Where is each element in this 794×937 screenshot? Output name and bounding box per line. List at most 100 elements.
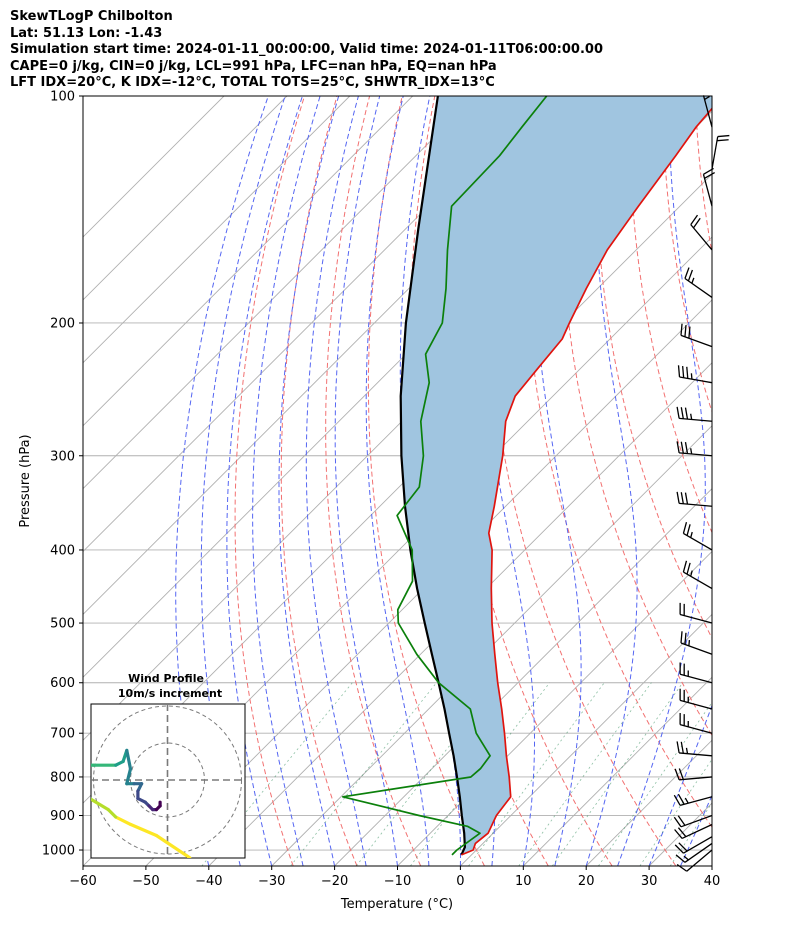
wind-barb	[679, 602, 713, 624]
x-tick-label: −30	[258, 874, 285, 889]
wind-barb	[676, 849, 713, 872]
dry-adiabat	[629, 96, 712, 534]
mixing-ratio-line	[290, 682, 437, 866]
moist-adiabat	[711, 864, 712, 866]
hodograph-segment	[125, 748, 133, 771]
hodograph-segment	[75, 765, 79, 780]
moist-adiabat	[648, 704, 712, 866]
wind-barb	[702, 167, 715, 207]
wind-barb	[702, 95, 713, 128]
isotherm-line	[83, 96, 351, 364]
indices-line-1: CAPE=0 j/kg, CIN=0 j/kg, LCL=991 hPa, LF…	[10, 58, 497, 74]
mixing-ratio-line	[669, 802, 712, 866]
y-tick-label: 500	[50, 617, 75, 632]
time-line: Simulation start time: 2024-01-11_00:00:…	[10, 42, 603, 57]
wind-barb	[674, 836, 713, 854]
wind-barb	[682, 560, 713, 590]
hodograph-segment	[154, 833, 192, 858]
dewpoint-line	[341, 96, 548, 856]
isotherm-line	[271, 425, 712, 866]
moist-adiabat	[278, 96, 340, 866]
wind-barb	[682, 522, 713, 551]
x-tick-label: −40	[195, 874, 222, 889]
mixing-ratio-line	[598, 701, 712, 866]
y-tick-label: 1000	[42, 844, 75, 859]
isotherm-line	[522, 676, 712, 866]
chart-header: SkewTLogP Chilbolton Lat: 51.13 Lon: -1.…	[10, 9, 603, 92]
x-tick-label: 20	[578, 874, 595, 889]
cin-shading	[400, 96, 712, 855]
hodograph-segment	[91, 797, 110, 812]
x-tick-label: 10	[515, 874, 532, 889]
wind-barb	[680, 631, 713, 655]
isotherm-line	[83, 96, 225, 238]
dry-adiabat	[280, 96, 358, 866]
dry-adiabat	[325, 96, 422, 866]
wind-barb	[690, 214, 713, 251]
moist-adiabat	[365, 96, 430, 866]
wind-barb	[677, 365, 713, 384]
y-tick-label: 100	[50, 90, 75, 105]
y-axis: 1000 900 800 700 600 500 400 300 200 100	[42, 90, 83, 859]
wind-barb	[675, 842, 713, 863]
wind-barb	[674, 823, 713, 840]
indices-line-2: LFT IDX=20°C, K IDX=-12°C, TOTAL TOTS=25…	[10, 75, 495, 90]
isotherm-line	[648, 802, 712, 866]
cape-cin-fill	[400, 96, 712, 855]
wind-barb	[676, 491, 713, 507]
wind-barb	[676, 406, 713, 422]
y-tick-label: 700	[50, 727, 75, 742]
moist-adiabat	[617, 96, 706, 866]
y-tick-label: 800	[50, 770, 75, 785]
x-tick-label: 30	[641, 874, 658, 889]
dry-adiabat	[728, 96, 794, 866]
isotherm-line	[208, 362, 712, 866]
x-axis-label: Temperature (°C)	[340, 897, 453, 912]
x-tick-label: 40	[704, 874, 721, 889]
y-axis-label: Pressure (hPa)	[18, 434, 33, 527]
isotherm-line	[83, 96, 539, 553]
dry-adiabat	[234, 96, 305, 866]
wind-barb	[674, 768, 713, 781]
wind-barb	[676, 441, 713, 457]
hodograph-segment	[114, 815, 133, 827]
hodograph-segment	[125, 767, 133, 786]
hodograph: Wind Profile 10m/s increment	[75, 672, 246, 859]
mixing-ratio-line	[355, 682, 499, 866]
y-tick-label: 600	[50, 676, 75, 691]
temperature-line	[461, 107, 712, 856]
wind-barb	[679, 713, 713, 734]
wind-barb	[711, 134, 730, 170]
y-tick-label: 200	[50, 316, 75, 331]
dry-adiabat	[367, 96, 485, 866]
sounding-traces	[341, 96, 712, 856]
mixing-ratio-line	[518, 682, 652, 866]
wind-barb	[679, 662, 713, 684]
mixing-ratio-line	[551, 682, 684, 866]
parcel-profile-line	[399, 96, 466, 856]
isotherm-line	[83, 96, 414, 427]
dry-adiabat	[761, 96, 794, 866]
hodograph-title: Wind Profile	[128, 672, 204, 685]
isotherm-line	[83, 96, 476, 490]
y-tick-label: 900	[50, 809, 75, 824]
wind-barb	[673, 793, 713, 806]
location-line: Lat: 51.13 Lon: -1.43	[10, 25, 163, 41]
moist-adiabat	[252, 96, 321, 866]
isotherm-line	[397, 550, 712, 866]
hodograph-segment	[91, 797, 92, 800]
wind-barb	[680, 323, 713, 348]
wind-barb	[673, 814, 713, 828]
moist-adiabat	[334, 96, 398, 866]
dry-adiabat	[694, 96, 712, 255]
wind-barbs	[673, 95, 730, 872]
x-tick-label: −50	[132, 874, 159, 889]
wind-barb	[679, 688, 713, 710]
dry-adiabat	[662, 96, 712, 414]
mixing-ratio-line	[639, 758, 712, 866]
isotherm-line	[711, 865, 712, 866]
x-tick-label: −60	[69, 874, 96, 889]
moist-adiabat	[533, 96, 582, 866]
x-tick-label: −10	[384, 874, 411, 889]
wind-barb	[684, 267, 713, 298]
